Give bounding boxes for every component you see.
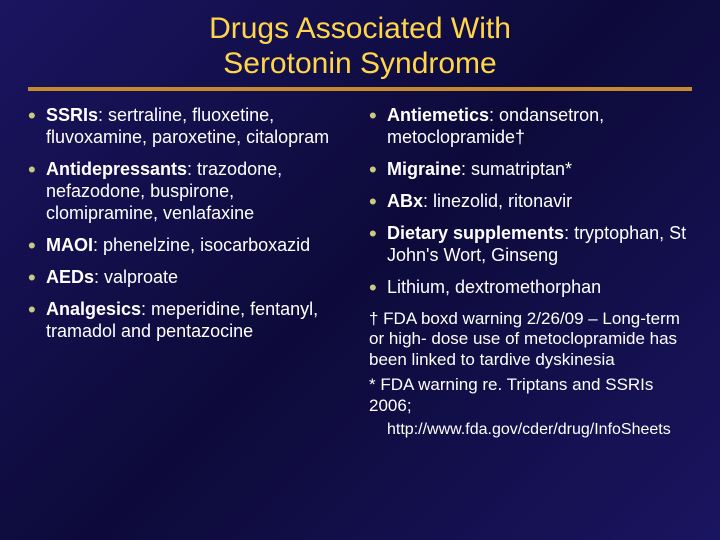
- right-column: Antiemetics: ondansetron, metoclopramide…: [369, 105, 692, 444]
- item-text: : linezolid, ritonavir: [423, 191, 572, 211]
- list-item: ABx: linezolid, ritonavir: [369, 191, 692, 213]
- item-text: : valproate: [94, 267, 178, 287]
- category-label: ABx: [387, 191, 423, 211]
- list-item: Migraine: sumatriptan*: [369, 159, 692, 181]
- right-list: Antiemetics: ondansetron, metoclopramide…: [369, 105, 692, 299]
- footnote-url: http://www.fda.gov/cder/drug/InfoSheets: [369, 420, 692, 440]
- content-columns: SSRIs: sertraline, fluoxetine, fluvoxami…: [28, 105, 692, 444]
- footnote-asterisk: * FDA warning re. Triptans and SSRIs 200…: [369, 375, 692, 416]
- left-list: SSRIs: sertraline, fluoxetine, fluvoxami…: [28, 105, 351, 343]
- category-label: Analgesics: [46, 299, 141, 319]
- category-label: AEDs: [46, 267, 94, 287]
- list-item: Lithium, dextromethorphan: [369, 277, 692, 299]
- left-column: SSRIs: sertraline, fluoxetine, fluvoxami…: [28, 105, 351, 444]
- item-text: : sumatriptan*: [461, 159, 572, 179]
- category-label: SSRIs: [46, 105, 98, 125]
- list-item: Dietary supplements: tryptophan, St John…: [369, 223, 692, 267]
- title-line-1: Drugs Associated With: [28, 12, 692, 47]
- title-rule: [28, 87, 692, 91]
- category-label: Migraine: [387, 159, 461, 179]
- footnote-dagger: † FDA boxd warning 2/26/09 – Long-term o…: [369, 309, 692, 371]
- category-label: Dietary supplements: [387, 223, 564, 243]
- list-item: Analgesics: meperidine, fentanyl, tramad…: [28, 299, 351, 343]
- list-item: SSRIs: sertraline, fluoxetine, fluvoxami…: [28, 105, 351, 149]
- list-item: MAOI: phenelzine, isocarboxazid: [28, 235, 351, 257]
- list-item: AEDs: valproate: [28, 267, 351, 289]
- list-item: Antiemetics: ondansetron, metoclopramide…: [369, 105, 692, 149]
- item-text: Lithium, dextromethorphan: [387, 277, 601, 297]
- slide-title: Drugs Associated With Serotonin Syndrome: [28, 12, 692, 81]
- footnotes: † FDA boxd warning 2/26/09 – Long-term o…: [369, 309, 692, 440]
- title-line-2: Serotonin Syndrome: [28, 47, 692, 82]
- list-item: Antidepressants: trazodone, nefazodone, …: [28, 159, 351, 225]
- category-label: MAOI: [46, 235, 93, 255]
- category-label: Antiemetics: [387, 105, 489, 125]
- category-label: Antidepressants: [46, 159, 187, 179]
- item-text: : phenelzine, isocarboxazid: [93, 235, 310, 255]
